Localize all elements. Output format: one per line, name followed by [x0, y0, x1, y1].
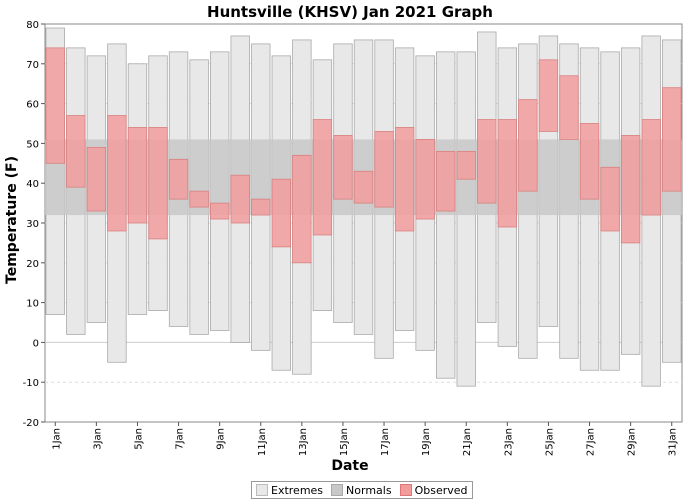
- y-tick-label: 50: [26, 139, 39, 150]
- observed-bar: [620, 135, 641, 244]
- observed-bar: [662, 87, 682, 192]
- observed-bar: [518, 99, 538, 192]
- y-tick-label: -20: [23, 418, 39, 429]
- chart-title: Huntsville (KHSV) Jan 2021 Graph: [207, 3, 493, 21]
- observed-bar: [497, 119, 518, 228]
- observed-bar: [251, 198, 271, 216]
- x-tick-label: 1Jan: [51, 428, 62, 450]
- observed-bar: [559, 75, 579, 140]
- legend-label-observed: Observed: [414, 483, 468, 497]
- x-tick-label: 27Jan: [586, 428, 597, 456]
- observed-bar: [394, 127, 415, 232]
- observed-bars: [45, 47, 682, 264]
- observed-bar: [230, 174, 250, 224]
- y-tick-label: 40: [26, 179, 39, 190]
- y-tick-label: 60: [26, 100, 39, 111]
- x-tick-label: 5Jan: [133, 428, 144, 450]
- x-tick-label: 17Jan: [380, 428, 391, 456]
- x-tick-label: 9Jan: [216, 428, 227, 450]
- observed-bar: [45, 47, 65, 164]
- observed-bar: [374, 131, 394, 208]
- x-tick-label: 15Jan: [339, 428, 350, 456]
- observed-bar: [127, 127, 148, 224]
- x-tick-label: 7Jan: [175, 428, 186, 450]
- observed-bar: [189, 190, 209, 208]
- extremes-bar: [456, 51, 476, 387]
- observed-bar: [415, 139, 435, 220]
- y-tick-label: 20: [26, 259, 39, 270]
- legend-item-normals: Normals: [331, 484, 392, 497]
- x-tick-label: 11Jan: [257, 428, 268, 456]
- y-tick-label: -10: [23, 378, 39, 389]
- legend-item-observed: Observed: [399, 483, 468, 497]
- observed-bar: [436, 150, 456, 212]
- observed-bar: [353, 170, 374, 204]
- observed-bar: [66, 115, 86, 188]
- y-tick-label: 70: [26, 60, 39, 71]
- observed-bar: [600, 166, 620, 232]
- x-tick-label: 3Jan: [92, 428, 103, 450]
- y-tick-label: 10: [26, 299, 39, 310]
- y-tick-label: 0: [33, 338, 39, 349]
- x-tick-label: 19Jan: [421, 428, 432, 456]
- observed-bar: [148, 127, 168, 240]
- x-axis-ticks: 1Jan 3Jan 5Jan 7Jan 9Jan 11Jan 13Jan 15Jan 17Jan…: [51, 422, 679, 456]
- observed-bar: [538, 59, 559, 132]
- observed-bar: [456, 150, 476, 180]
- x-tick-label: 23Jan: [503, 428, 514, 456]
- x-tick-label: 25Jan: [544, 428, 555, 456]
- observed-bar: [168, 158, 189, 200]
- observed-bar: [579, 123, 600, 200]
- observed-bar: [209, 202, 230, 220]
- x-tick-label: 31Jan: [668, 428, 679, 456]
- y-tick-label: 30: [26, 219, 39, 230]
- observed-bar: [333, 135, 353, 200]
- observed-bar: [641, 119, 661, 216]
- x-axis-label: Date: [331, 458, 369, 474]
- x-tick-label: 21Jan: [462, 428, 473, 456]
- observed-bar: [107, 115, 127, 232]
- y-axis-label: Temperature (F): [4, 156, 20, 284]
- y-axis-ticks: -20 -10 0 10 20 30 40 50 60 70 80: [23, 20, 45, 429]
- observed-bar: [292, 154, 312, 264]
- observed-bar: [312, 119, 333, 236]
- legend-label-extremes: Extremes: [271, 483, 324, 497]
- legend-swatch-normals: [331, 484, 344, 496]
- observed-bar: [86, 146, 107, 212]
- legend-item-extremes: Extremes: [256, 484, 323, 497]
- observed-bar: [477, 119, 497, 204]
- y-tick-label: 80: [26, 20, 39, 31]
- observed-bar: [271, 178, 291, 248]
- legend-label-normals: Normals: [346, 483, 392, 497]
- x-tick-label: 13Jan: [298, 428, 309, 456]
- legend-swatch-observed: [399, 484, 412, 496]
- x-tick-label: 29Jan: [627, 428, 638, 456]
- legend-swatch-extremes: [256, 484, 268, 496]
- legend: Extremes Normals Observed: [251, 481, 473, 499]
